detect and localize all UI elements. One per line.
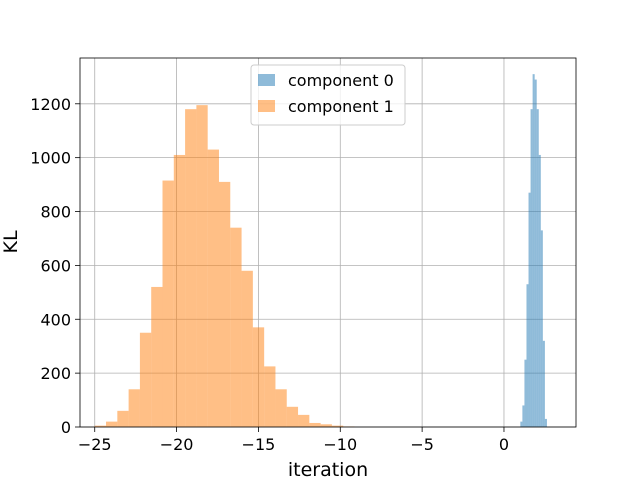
y-tick-label: 1000	[30, 149, 71, 168]
y-tick-label: 0	[61, 418, 71, 437]
legend: component 0 component 1	[250, 64, 406, 126]
x-tick-label: −15	[242, 435, 276, 454]
bar-component-1	[139, 332, 152, 427]
bar-component-1	[151, 286, 163, 427]
bar-component-1	[117, 410, 129, 427]
legend-swatch-component-1	[258, 100, 275, 112]
bar-component-1	[162, 180, 174, 427]
y-axis-ticks: 0 200 400 600 800 1000 1200	[30, 95, 80, 437]
legend-swatch-component-0	[258, 74, 275, 86]
y-tick-label: 600	[40, 256, 71, 275]
x-tick-label: −20	[160, 435, 194, 454]
bar-component-1	[207, 149, 219, 427]
bar-component-1	[185, 109, 197, 428]
x-tick-label: −25	[78, 435, 112, 454]
bar-component-1	[331, 425, 344, 427]
bar-component-1	[230, 227, 242, 427]
bar-component-0	[520, 421, 523, 427]
bar-component-0	[530, 109, 533, 428]
bar-component-1	[298, 414, 310, 427]
bar-component-1	[275, 389, 287, 427]
bar-component-0	[524, 359, 527, 427]
bar-component-1	[173, 154, 186, 427]
bar-component-0	[522, 405, 525, 427]
bar-component-1	[196, 105, 208, 427]
legend-label-component-1: component 1	[288, 97, 394, 116]
x-axis-ticks: −25 −20 −15 −10 −5 0	[78, 427, 509, 454]
bar-component-0	[532, 74, 535, 427]
bar-component-1	[94, 425, 107, 427]
bar-component-1	[320, 424, 332, 427]
plot-area-frame	[79, 57, 577, 428]
bar-component-1	[128, 389, 140, 427]
bar-component-1	[252, 327, 265, 427]
bar-component-1	[286, 406, 299, 427]
x-tick-label: 0	[499, 435, 509, 454]
x-axis-label: iteration	[288, 459, 368, 480]
y-tick-label: 400	[40, 310, 71, 329]
x-tick-label: −5	[410, 435, 434, 454]
bar-component-0	[544, 418, 547, 427]
histogram-bars	[94, 74, 547, 428]
y-tick-label: 200	[40, 364, 71, 383]
y-tick-label: 1200	[30, 95, 71, 114]
bar-component-1	[218, 181, 231, 427]
bar-component-0	[526, 284, 529, 427]
y-tick-label: 800	[40, 203, 71, 222]
bar-component-0	[536, 109, 539, 428]
bar-component-0	[538, 154, 541, 427]
bar-component-1	[241, 270, 253, 427]
bar-component-0	[542, 340, 545, 427]
bar-component-1	[309, 422, 321, 427]
bar-component-1	[264, 366, 276, 427]
x-tick-label: −10	[323, 435, 357, 454]
bar-component-0	[528, 192, 531, 427]
legend-frame	[250, 64, 406, 126]
bar-component-0	[540, 230, 543, 427]
y-axis-label: KL	[0, 230, 22, 253]
bar-component-1	[106, 421, 118, 427]
bar-component-0	[534, 79, 537, 427]
legend-label-component-0: component 0	[288, 71, 394, 90]
